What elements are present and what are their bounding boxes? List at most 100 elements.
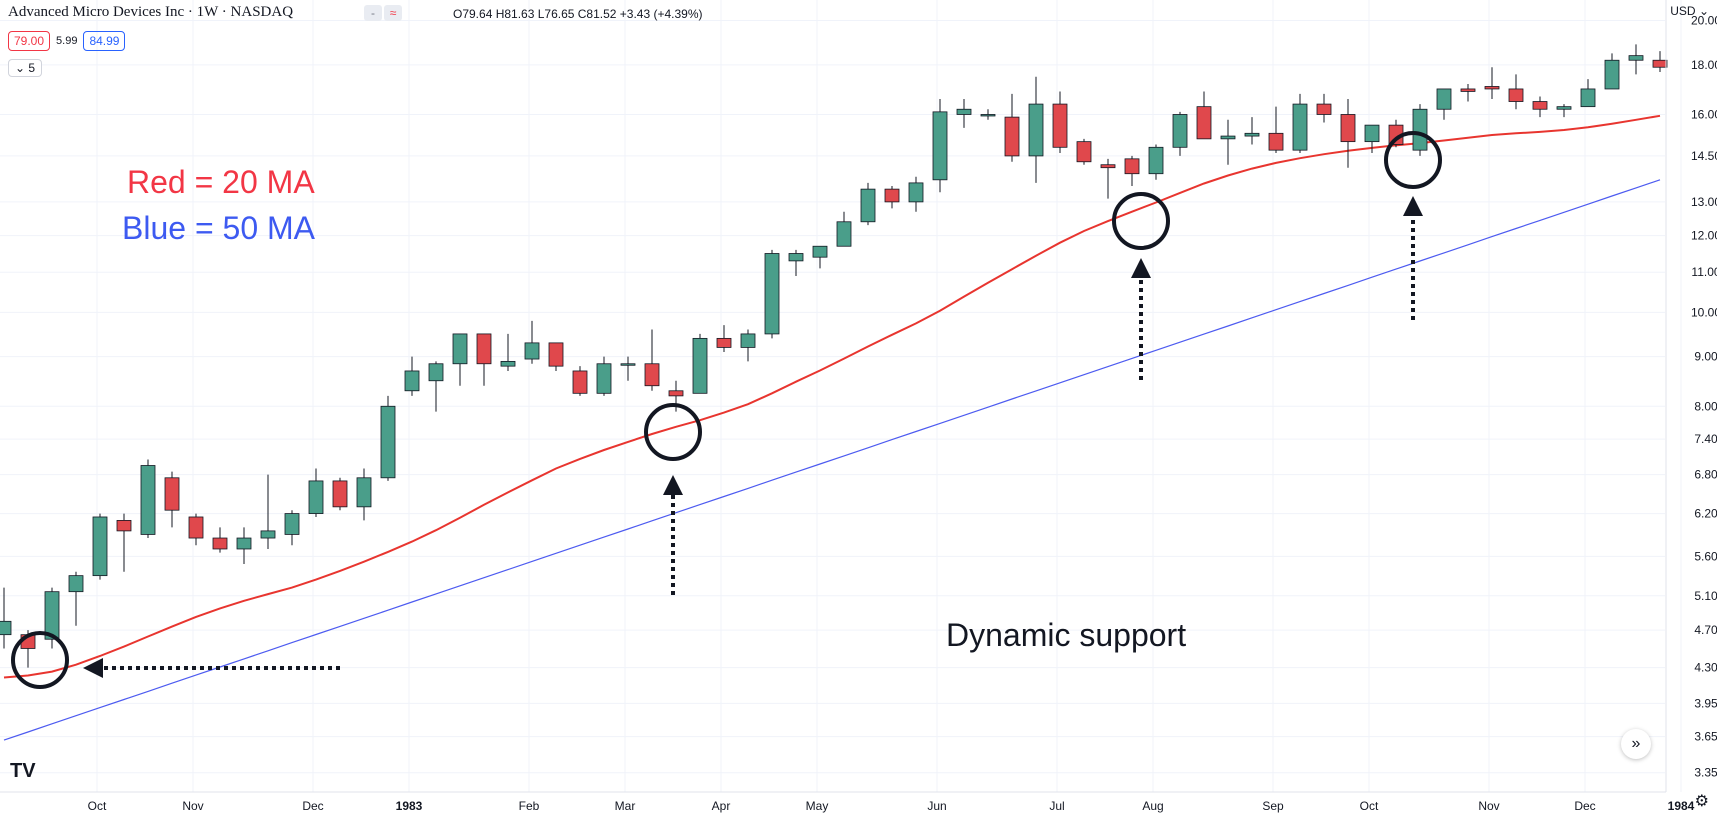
y-tick-label: 8.00: [1694, 399, 1717, 413]
y-tick-label: 4.30: [1694, 661, 1717, 675]
candle: [1196, 91, 1212, 140]
candle: [356, 468, 372, 521]
candle: [1076, 138, 1092, 165]
candle: [68, 571, 84, 626]
candle-body: [1220, 135, 1236, 140]
candle-body: [1124, 158, 1140, 175]
candle-body: [1604, 59, 1620, 90]
candle-body: [596, 363, 612, 394]
x-tick-label: Sep: [1262, 799, 1284, 813]
candle: [956, 98, 972, 128]
candle-body: [1484, 86, 1500, 90]
candle-body: [428, 363, 444, 382]
candle-body: [1652, 59, 1668, 68]
x-tick-label: Mar: [615, 799, 636, 813]
chart-title: Advanced Micro Devices Inc · 1W · NASDAQ: [8, 4, 294, 20]
candle-body: [284, 513, 300, 535]
candle-body: [1340, 114, 1356, 143]
candle: [548, 342, 564, 371]
currency-selector[interactable]: USD ⌄: [1670, 4, 1709, 18]
y-tick-label: 4.70: [1694, 623, 1717, 637]
candle: [308, 468, 324, 517]
quantity-toggle[interactable]: ⌄ 5: [8, 59, 43, 77]
x-tick-label: Aug: [1142, 799, 1163, 813]
candle: [620, 356, 636, 381]
sell-price-button[interactable]: 79.00: [8, 31, 51, 51]
candle-body: [1292, 103, 1308, 151]
candle: [1460, 84, 1476, 102]
y-tick-label: 16.00: [1691, 107, 1717, 121]
candle-body: [932, 111, 948, 181]
support-circle: [1112, 192, 1170, 250]
tradingview-logo-icon: TV: [10, 760, 36, 782]
candle-body: [1028, 103, 1044, 157]
double-chevron-right-icon[interactable]: »: [1621, 729, 1651, 759]
candle-body: [164, 477, 180, 511]
buy-price-button[interactable]: 84.99: [83, 31, 126, 51]
candle-body: [764, 253, 780, 335]
quantity-value: 5: [28, 61, 36, 75]
moving-averages: [3, 114, 1661, 741]
candle-body: [356, 477, 372, 508]
candle: [860, 182, 876, 226]
candle-body: [140, 465, 156, 535]
candle-body: [884, 188, 900, 203]
candle-body: [116, 520, 132, 532]
wave-icon[interactable]: ≈: [384, 5, 402, 21]
candle: [1412, 104, 1428, 156]
candle: [1292, 93, 1308, 154]
candle-body: [1076, 141, 1092, 163]
candle: [1004, 93, 1020, 162]
candle: [1244, 117, 1260, 145]
candle-body: [1244, 132, 1260, 137]
candle: [644, 329, 660, 391]
candle-body: [836, 221, 852, 247]
candle: [188, 513, 204, 546]
candle: [932, 98, 948, 193]
candle: [1628, 44, 1644, 75]
candle: [692, 333, 708, 394]
candle: [260, 474, 276, 549]
y-tick-label: 6.20: [1694, 507, 1717, 521]
x-tick-label: Oct: [88, 799, 107, 813]
minus-icon[interactable]: -: [364, 5, 382, 21]
candle: [1484, 67, 1500, 99]
ma50-line: [3, 179, 1661, 741]
candle-body: [740, 333, 756, 348]
candle-body: [668, 390, 684, 397]
candle: [44, 587, 60, 649]
candle-body: [1004, 116, 1020, 157]
candle: [140, 459, 156, 539]
candle-body: [956, 108, 972, 115]
candle: [1052, 91, 1068, 154]
candle-body: [812, 245, 828, 258]
candle: [596, 356, 612, 396]
candle-body: [92, 516, 108, 577]
candle: [1508, 74, 1524, 110]
candle-body: [1412, 108, 1428, 151]
candle-body: [692, 337, 708, 394]
currency-label: USD: [1670, 4, 1696, 18]
annotations-overlay: [11, 131, 1442, 689]
candle: [1604, 53, 1620, 90]
y-tick-label: 6.80: [1694, 468, 1717, 482]
y-tick-label: 9.00: [1694, 350, 1717, 364]
candle: [1556, 104, 1572, 118]
candle-body: [620, 363, 636, 366]
y-tick-label: 11.00: [1691, 265, 1717, 279]
candle-body: [476, 333, 492, 365]
candle: [524, 320, 540, 364]
candle: [1148, 144, 1164, 180]
candle-body: [236, 537, 252, 550]
legend-ma50: Blue = 50 MA: [122, 210, 315, 246]
candle: [212, 527, 228, 553]
y-tick-label: 14.50: [1691, 149, 1717, 163]
gear-icon[interactable]: ⚙: [1694, 793, 1709, 810]
candle-body: [260, 530, 276, 539]
support-circle: [644, 403, 702, 461]
candle: [572, 366, 588, 396]
candle: [116, 513, 132, 572]
candle-body: [380, 405, 396, 479]
candle: [236, 527, 252, 565]
